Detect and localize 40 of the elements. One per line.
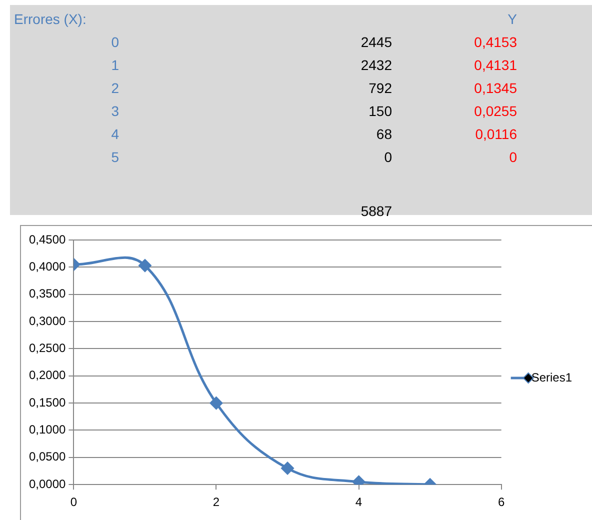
text: 5887 [360, 203, 392, 219]
point [281, 462, 294, 475]
text: Errores (X): [14, 11, 86, 27]
text: 0,0116 [475, 126, 517, 142]
y-tick-label: 0,3000 [29, 314, 66, 328]
text: 0 [111, 34, 119, 50]
text: 0 [509, 149, 517, 165]
x-tick-label: 6 [498, 495, 505, 510]
x-tick-label: 2 [212, 495, 220, 510]
text: Y [508, 11, 517, 27]
text: 0,0255 [474, 103, 517, 119]
x-tick-label: 4 [355, 495, 362, 510]
text: 150 [368, 103, 392, 119]
text: 2 [111, 80, 119, 96]
text: 2432 [360, 57, 392, 73]
text: 4 [111, 126, 119, 142]
text: 68 [376, 126, 392, 142]
y-tick-label: 0,3500 [29, 286, 66, 301]
y-tick-label: 0,2500 [29, 341, 66, 356]
point [210, 396, 222, 410]
y-tick-label: 0,0500 [29, 450, 66, 464]
text: 0 [384, 149, 392, 165]
text: 0,4153 [474, 34, 517, 50]
text: 0,1345 [474, 80, 517, 96]
text: 0,4131 [474, 57, 517, 73]
y-tick-label: 0,1000 [29, 422, 66, 437]
text: 5 [111, 149, 119, 165]
text: 2445 [360, 34, 392, 50]
point [352, 476, 366, 485]
y-tick-label: 0,4500 [29, 232, 66, 246]
y-tick-label: 0,4000 [29, 259, 66, 274]
text: 1 [111, 57, 119, 73]
y-tick-label: 0,1500 [29, 395, 66, 410]
point [138, 259, 152, 272]
text: 3 [111, 103, 119, 119]
y-tick-label: 0,2000 [29, 368, 66, 382]
y-tick-label: 0,0000 [29, 476, 66, 491]
legend-label: Series1 [531, 370, 572, 384]
x-tick-label: 0 [70, 495, 78, 510]
text: 792 [368, 80, 392, 96]
